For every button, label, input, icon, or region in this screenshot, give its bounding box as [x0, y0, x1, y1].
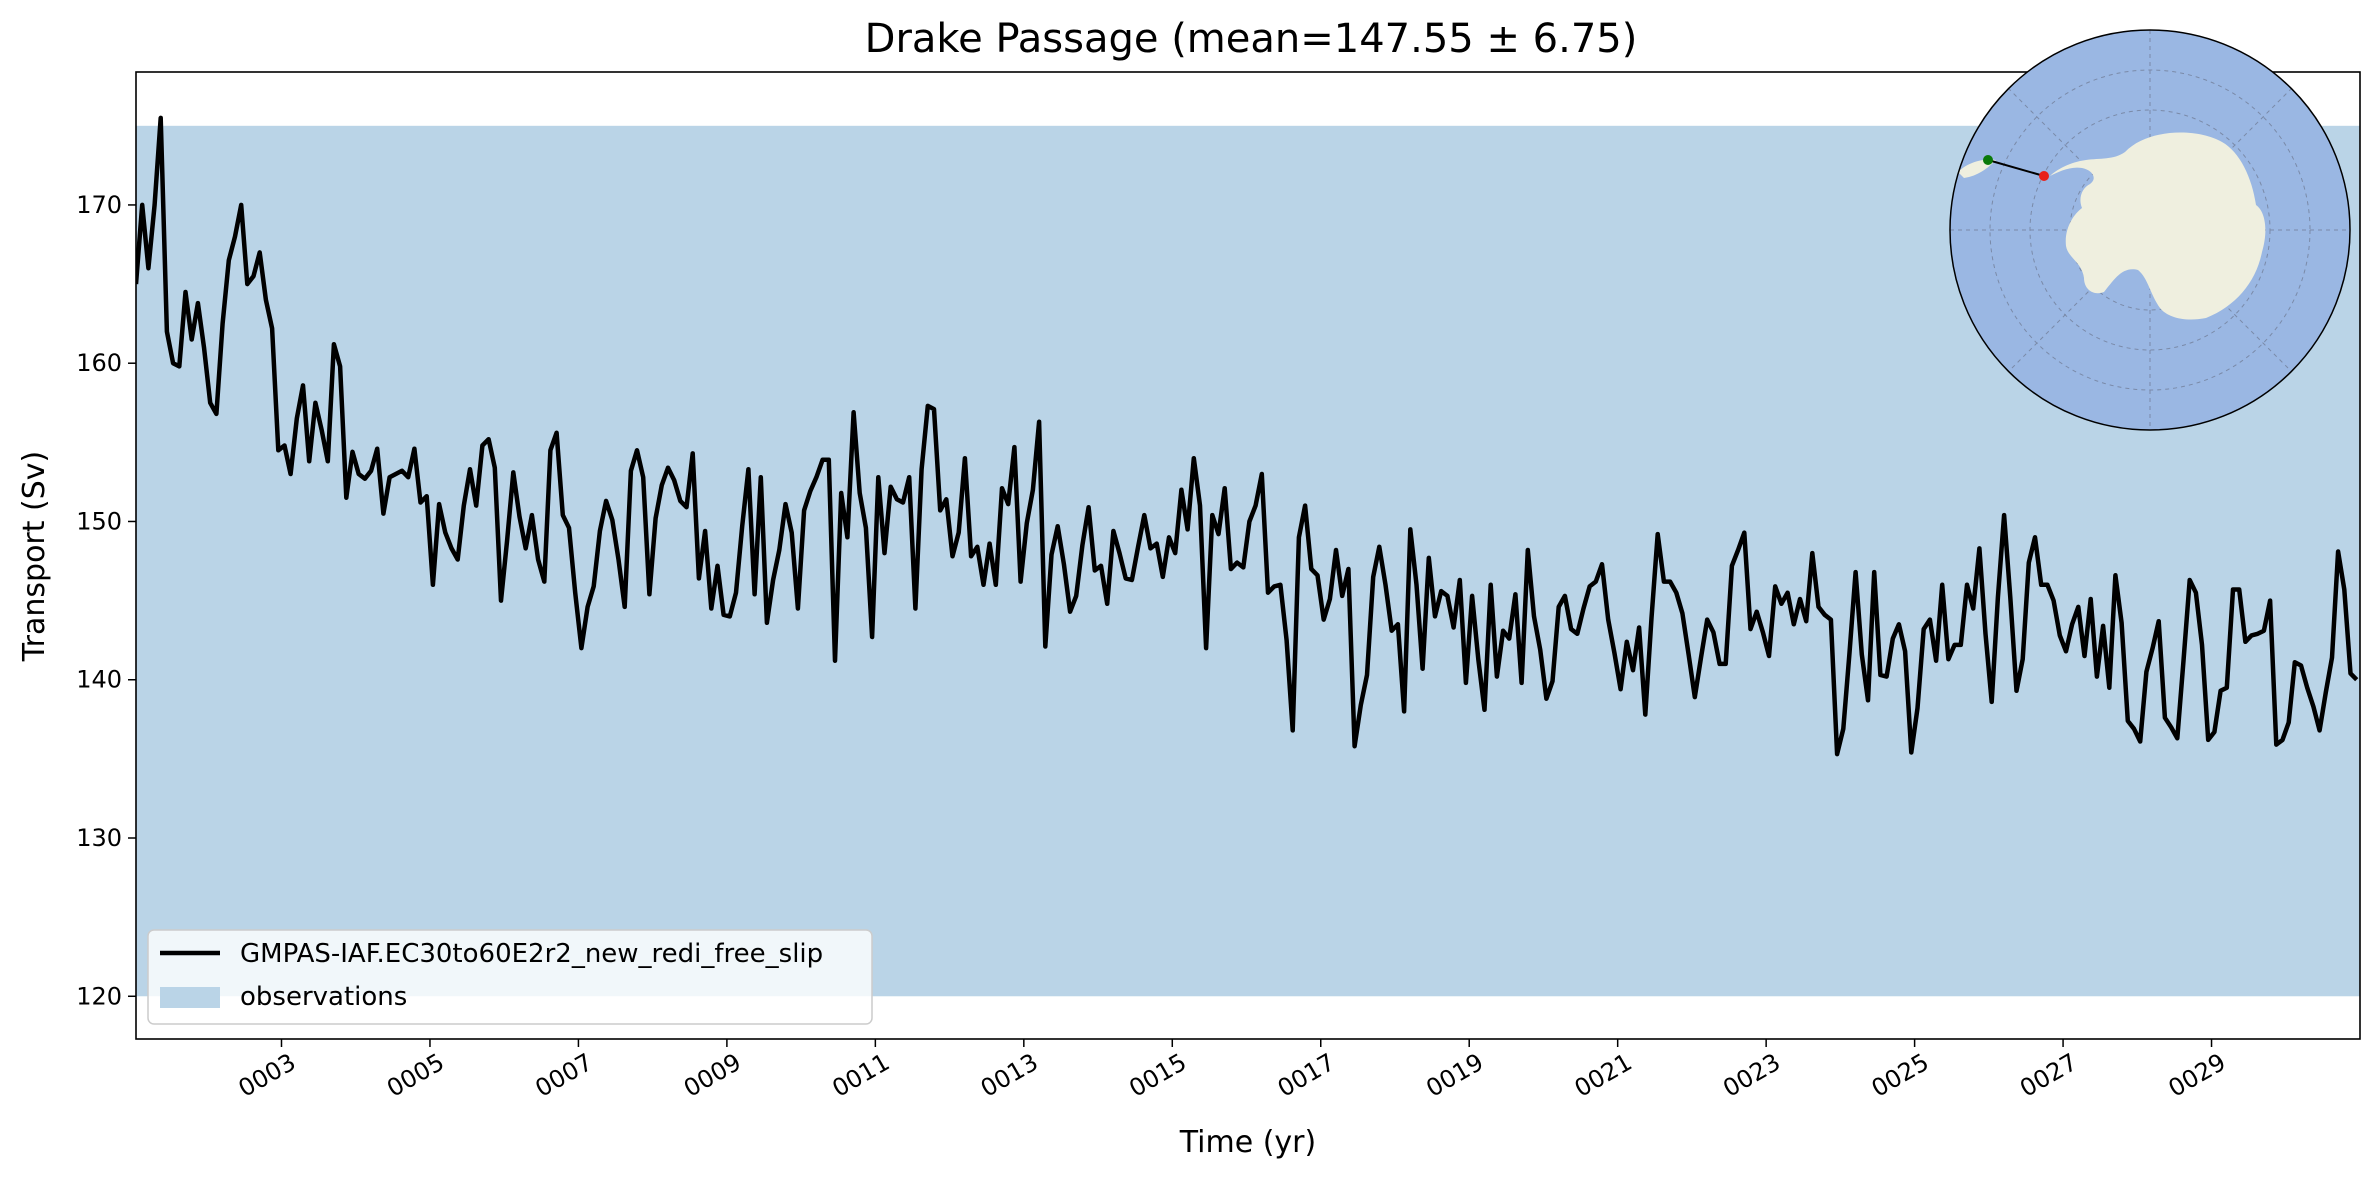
transect-end-point [2039, 171, 2049, 181]
y-tick-label: 160 [76, 349, 122, 377]
x-tick-label: 0009 [679, 1048, 746, 1103]
series-line-0 [136, 115, 2359, 757]
plot-frame [135, 71, 2361, 1040]
chart-title: Drake Passage (mean=147.55 ± 6.75) [865, 16, 1638, 62]
x-tick-label: 0005 [382, 1048, 449, 1103]
transect-line [1987, 159, 2045, 177]
x-tick-label: 0025 [1867, 1048, 1934, 1103]
x-tick-label: 0023 [1718, 1048, 1785, 1103]
y-tick-label: 150 [76, 507, 122, 535]
y-axis-label: Transport (Sv) [17, 451, 52, 663]
x-tick-label: 0021 [1570, 1048, 1637, 1103]
y-tick-label: 140 [76, 666, 122, 694]
antarctica-landmass [2050, 132, 2266, 320]
legend: GMPAS-IAF.EC30to60E2r2_new_redi_free_sli… [147, 929, 873, 1025]
x-tick-label: 0027 [2015, 1048, 2082, 1103]
legend-swatch-observations [160, 987, 220, 1008]
x-tick-label: 0003 [234, 1048, 301, 1103]
legend-label-model: GMPAS-IAF.EC30to60E2r2_new_redi_free_sli… [240, 939, 823, 969]
globe-outline [1949, 29, 2351, 431]
legend-label-observations: observations [240, 982, 407, 1012]
x-tick-label: 0029 [2164, 1048, 2231, 1103]
transect-start-point [1983, 155, 1993, 165]
y-tick-label: 120 [76, 982, 122, 1010]
y-tick-label: 170 [76, 191, 122, 219]
inset-map [1949, 29, 2351, 431]
y-tick-label: 130 [76, 824, 122, 852]
x-tick-label: 0015 [1124, 1048, 1191, 1103]
x-tick-label: 0017 [1273, 1048, 1340, 1103]
y-axis-ticks: 120 130 140 150 160 170 [76, 191, 136, 1010]
x-tick-label: 0019 [1421, 1048, 1488, 1103]
x-axis-ticks: 0003 0005 0007 0009 0011 0013 0015 0017 0019 0021… [234, 1039, 2231, 1103]
x-tick-label: 0011 [827, 1048, 894, 1103]
x-tick-label: 0007 [531, 1048, 598, 1103]
x-axis-label: Time (yr) [1179, 1125, 1316, 1160]
x-tick-label: 0013 [976, 1048, 1043, 1103]
legend-box [147, 929, 873, 1025]
